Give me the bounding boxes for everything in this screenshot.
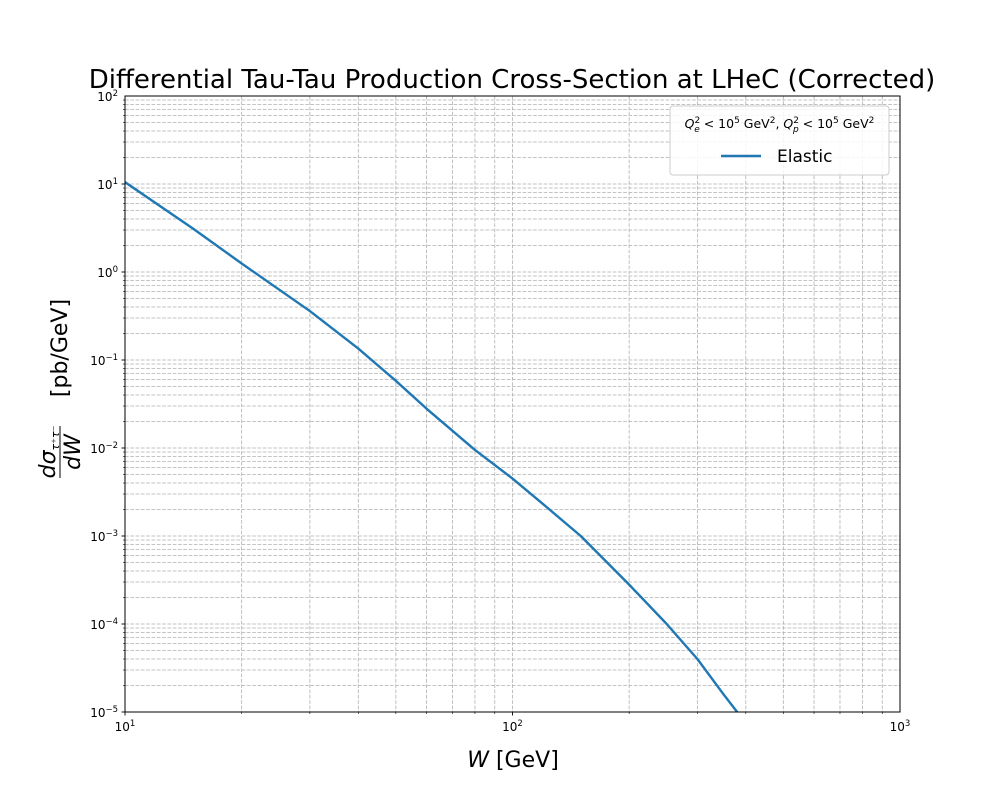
y-tick-label-exp: 2: [113, 89, 118, 99]
legend-label-elastic: Elastic: [777, 147, 832, 167]
y-tick-label-exp: −3: [105, 529, 118, 539]
y-tick-label-exp: −1: [105, 353, 118, 363]
x-tick-label-exp: 1: [130, 719, 135, 729]
svg-text:dW: dW: [61, 433, 86, 470]
y-tick-label-exp: −5: [105, 705, 118, 715]
x-tick-label: 101: [115, 719, 136, 734]
grid: [125, 96, 900, 712]
legend-title: Q2 e < 105 GeV2, Q2 p < 105 GeV2: [685, 116, 875, 135]
y-tick-label: 10−4: [90, 617, 118, 632]
series-line-elastic: [124, 181, 739, 713]
y-tick-label-exp: 0: [113, 265, 118, 275]
x-tick-label-base: 10: [502, 720, 517, 734]
y-tick-label: 10−2: [90, 441, 118, 456]
x-tick-label: 102: [502, 719, 523, 734]
y-tick-label-base: 10: [97, 90, 112, 104]
chart-title: Differential Tau-Tau Production Cross-Se…: [89, 65, 935, 95]
y-tick-label: 102: [97, 89, 118, 104]
y-tick-label: 101: [97, 177, 118, 192]
y-tick-label: 100: [97, 265, 118, 280]
y-tick-label-exp: −2: [105, 441, 118, 451]
y-tick-label-exp: −4: [105, 617, 118, 627]
svg-text:dστ⁺τ⁻: dστ⁺τ⁻: [36, 425, 62, 478]
ticks: [121, 99, 883, 716]
legend: Q2 e < 105 GeV2, Q2 p < 105 GeV2 Elastic: [669, 105, 890, 176]
y-tick-label-exp: 1: [113, 177, 118, 187]
y-tick-label-base: 10: [97, 266, 112, 280]
y-tick-label: 10−1: [90, 353, 118, 368]
y-tick-label-base: 10: [90, 354, 105, 368]
y-tick-label-base: 10: [90, 530, 105, 544]
x-tick-label-exp: 3: [905, 719, 910, 729]
y-tick-label-base: 10: [90, 618, 105, 632]
y-tick-label-base: 10: [97, 178, 112, 192]
y-axis-label: dστ⁺τ⁻ dW [pb/GeV]: [36, 299, 86, 478]
x-tick-label-base: 10: [890, 720, 905, 734]
svg-text:[pb/GeV]: [pb/GeV]: [48, 299, 73, 397]
x-tick-label-base: 10: [115, 720, 130, 734]
y-tick-label: 10−3: [90, 529, 118, 544]
series-layer: [124, 181, 739, 713]
y-tick-label-base: 10: [90, 442, 105, 456]
x-axis-label: W [GeV]: [467, 748, 559, 773]
y-tick-label: 10−5: [90, 705, 118, 720]
y-tick-label-base: 10: [90, 706, 105, 720]
x-tick-label: 103: [890, 719, 911, 734]
legend-box: [669, 105, 890, 176]
x-tick-label-exp: 2: [517, 719, 522, 729]
